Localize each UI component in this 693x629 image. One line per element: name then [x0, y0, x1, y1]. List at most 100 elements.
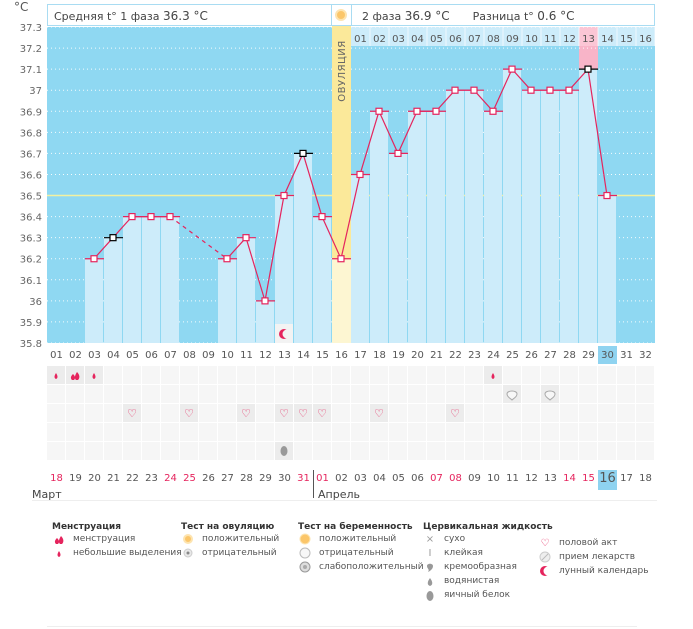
symptom-cell-cervical[interactable] — [180, 442, 198, 460]
symptom-cell-pregnancy_test[interactable] — [560, 385, 578, 403]
symptom-cell-pregnancy_test[interactable] — [161, 385, 179, 403]
symptom-cell-empty[interactable] — [446, 423, 464, 441]
symptom-cell-menstruation[interactable] — [522, 366, 540, 384]
symptom-cell-pregnancy_test[interactable] — [66, 385, 84, 403]
symptom-cell-intercourse[interactable] — [522, 404, 540, 422]
symptom-cell-menstruation[interactable] — [560, 366, 578, 384]
symptom-cell-pregnancy_test[interactable] — [123, 385, 141, 403]
symptom-cell-cervical[interactable] — [427, 442, 445, 460]
symptom-cell-menstruation[interactable] — [617, 366, 635, 384]
symptom-cell-pregnancy_test[interactable] — [465, 385, 483, 403]
symptom-cell-menstruation[interactable] — [332, 366, 350, 384]
symptom-cell-pregnancy_test[interactable] — [180, 385, 198, 403]
symptom-cell-empty[interactable] — [351, 423, 369, 441]
calendar-date[interactable]: 19 — [69, 473, 82, 484]
symptom-cell-cervical[interactable] — [256, 442, 274, 460]
symptom-cell-intercourse[interactable]: ♡ — [370, 404, 388, 422]
calendar-date[interactable]: 22 — [126, 473, 139, 484]
calendar-date[interactable]: 16 — [598, 470, 617, 490]
symptom-cell-menstruation[interactable] — [389, 366, 407, 384]
symptom-cell-cervical[interactable] — [560, 442, 578, 460]
symptom-cell-intercourse[interactable] — [560, 404, 578, 422]
calendar-date[interactable]: 04 — [373, 473, 386, 484]
symptom-cell-pregnancy_test[interactable] — [446, 385, 464, 403]
calendar-date[interactable]: 11 — [506, 473, 519, 484]
symptom-cell-intercourse[interactable]: ♡ — [446, 404, 464, 422]
symptom-cell-empty[interactable] — [218, 423, 236, 441]
symptom-cell-cervical[interactable] — [617, 442, 635, 460]
symptom-cell-pregnancy_test[interactable] — [313, 385, 331, 403]
symptom-cell-intercourse[interactable]: ♡ — [275, 404, 293, 422]
symptom-cell-cervical[interactable] — [370, 442, 388, 460]
symptom-cell-empty[interactable] — [237, 423, 255, 441]
symptom-cell-empty[interactable] — [199, 423, 217, 441]
symptom-cell-menstruation[interactable] — [47, 366, 65, 384]
symptom-cell-empty[interactable] — [85, 423, 103, 441]
symptom-cell-empty[interactable] — [123, 423, 141, 441]
symptom-cell-intercourse[interactable] — [47, 404, 65, 422]
calendar-date[interactable]: 24 — [164, 473, 177, 484]
symptom-cell-menstruation[interactable] — [636, 366, 654, 384]
symptom-cell-intercourse[interactable] — [503, 404, 521, 422]
calendar-date[interactable]: 23 — [145, 473, 158, 484]
symptom-cell-empty[interactable] — [636, 423, 654, 441]
symptom-cell-cervical[interactable] — [142, 442, 160, 460]
symptom-cell-intercourse[interactable] — [389, 404, 407, 422]
symptom-cell-empty[interactable] — [180, 423, 198, 441]
symptom-cell-empty[interactable] — [484, 423, 502, 441]
symptom-cell-intercourse[interactable] — [617, 404, 635, 422]
symptom-cell-menstruation[interactable] — [294, 366, 312, 384]
symptom-cell-pregnancy_test[interactable] — [256, 385, 274, 403]
symptom-cell-cervical[interactable] — [66, 442, 84, 460]
symptom-cell-menstruation[interactable] — [66, 366, 84, 384]
symptom-cell-cervical[interactable] — [389, 442, 407, 460]
symptom-cell-menstruation[interactable] — [370, 366, 388, 384]
calendar-date[interactable]: 02 — [335, 473, 348, 484]
symptom-cell-menstruation[interactable] — [503, 366, 521, 384]
symptom-cell-menstruation[interactable] — [351, 366, 369, 384]
symptom-cell-pregnancy_test[interactable] — [484, 385, 502, 403]
calendar-date[interactable]: 18 — [50, 473, 63, 484]
symptom-cell-pregnancy_test[interactable] — [294, 385, 312, 403]
symptom-cell-empty[interactable] — [598, 423, 616, 441]
symptom-cell-empty[interactable] — [465, 423, 483, 441]
symptom-cell-pregnancy_test[interactable] — [47, 385, 65, 403]
symptom-cell-menstruation[interactable] — [427, 366, 445, 384]
symptom-cell-menstruation[interactable] — [142, 366, 160, 384]
calendar-date[interactable]: 27 — [221, 473, 234, 484]
calendar-date[interactable]: 26 — [202, 473, 215, 484]
symptom-cell-pregnancy_test[interactable] — [85, 385, 103, 403]
symptom-cell-menstruation[interactable] — [598, 366, 616, 384]
symptom-cell-empty[interactable] — [389, 423, 407, 441]
calendar-date[interactable]: 17 — [620, 473, 633, 484]
symptom-cell-cervical[interactable] — [408, 442, 426, 460]
symptom-cell-menstruation[interactable] — [541, 366, 559, 384]
symptom-cell-intercourse[interactable] — [85, 404, 103, 422]
symptom-cell-empty[interactable] — [104, 423, 122, 441]
symptom-cell-menstruation[interactable] — [104, 366, 122, 384]
symptom-cell-empty[interactable] — [313, 423, 331, 441]
symptom-cell-menstruation[interactable] — [199, 366, 217, 384]
symptom-cell-cervical[interactable] — [446, 442, 464, 460]
calendar-date[interactable]: 10 — [487, 473, 500, 484]
symptom-cell-pregnancy_test[interactable] — [503, 385, 521, 403]
symptom-cell-empty[interactable] — [66, 423, 84, 441]
symptom-cell-pregnancy_test[interactable] — [522, 385, 540, 403]
symptom-cell-intercourse[interactable] — [142, 404, 160, 422]
symptom-cell-intercourse[interactable]: ♡ — [123, 404, 141, 422]
symptom-cell-pregnancy_test[interactable] — [408, 385, 426, 403]
symptom-cell-intercourse[interactable] — [408, 404, 426, 422]
symptom-cell-empty[interactable] — [541, 423, 559, 441]
calendar-date[interactable]: 06 — [411, 473, 424, 484]
symptom-cell-intercourse[interactable]: ♡ — [180, 404, 198, 422]
calendar-date[interactable]: 03 — [354, 473, 367, 484]
symptom-cell-menstruation[interactable] — [218, 366, 236, 384]
symptom-cell-empty[interactable] — [142, 423, 160, 441]
symptom-cell-pregnancy_test[interactable] — [541, 385, 559, 403]
symptom-cell-empty[interactable] — [332, 423, 350, 441]
calendar-date[interactable]: 09 — [468, 473, 481, 484]
symptom-cell-cervical[interactable] — [332, 442, 350, 460]
symptom-cell-empty[interactable] — [47, 423, 65, 441]
symptom-cell-cervical[interactable] — [541, 442, 559, 460]
symptom-cell-cervical[interactable] — [484, 442, 502, 460]
